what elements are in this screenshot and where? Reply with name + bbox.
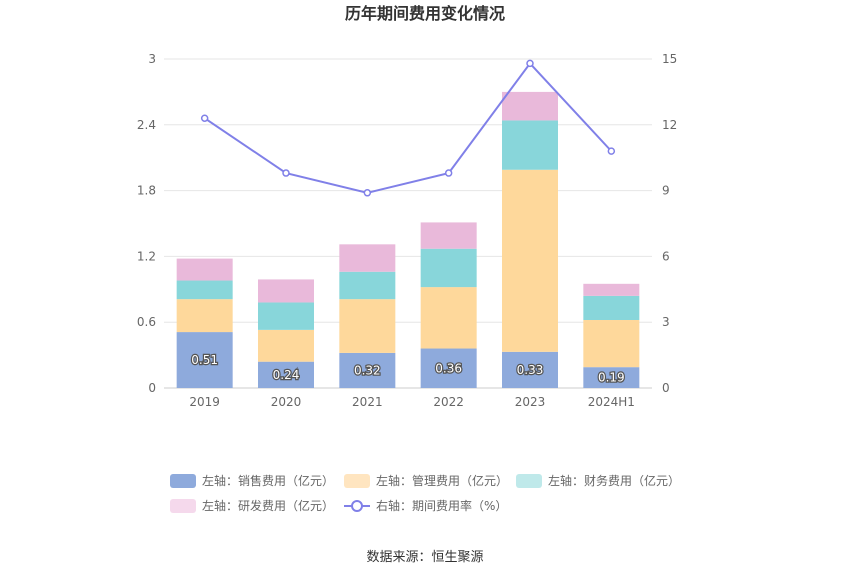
legend-item-sales[interactable]: 左轴：销售费用（亿元） (170, 472, 334, 489)
expense-rate-point[interactable] (444, 169, 453, 177)
right-tick-label: 9 (662, 184, 670, 198)
bar-rnd[interactable] (339, 244, 396, 272)
data-source: 数据来源：恒生聚源 (366, 550, 484, 565)
right-axis-ticks: 0 3 6 9 12 15 (662, 52, 677, 395)
legend-label-finance: 左轴：财务费用（亿元） (548, 474, 681, 488)
bar-sales[interactable] (502, 351, 558, 388)
left-tick-label: 2.4 (137, 118, 156, 132)
bar-admin[interactable] (502, 169, 558, 352)
legend-item-finance[interactable]: 左轴：财务费用（亿元） (516, 472, 680, 489)
x-tick-label: 2023 (515, 395, 546, 409)
bar-data-label: 0.32 (354, 363, 381, 377)
bar-finance[interactable] (583, 295, 640, 321)
chart-title: 历年期间费用变化情况 (345, 4, 505, 23)
bar-data-label: 0.36 (435, 361, 462, 375)
bar-labels: 0.51 0.24 0.32 0.36 0.33 0.19 (190, 352, 626, 386)
bar-data-label: 0.19 (598, 371, 625, 385)
right-tick-label: 6 (662, 249, 670, 263)
bar-rnd[interactable] (583, 283, 640, 296)
right-tick-label: 15 (662, 52, 677, 66)
legend-label-expense-rate: 右轴：期间费用率（%） (376, 499, 508, 513)
legend-item-expense-rate[interactable]: 右轴：期间费用率（%） (344, 497, 507, 514)
legend-swatch-expense-rate (344, 499, 370, 513)
bar-sales[interactable] (339, 352, 396, 388)
bar-sales[interactable] (176, 332, 233, 388)
bar-finance[interactable] (339, 271, 396, 300)
grid (164, 58, 652, 389)
line-series (200, 59, 616, 197)
x-tick-label: 2019 (189, 395, 220, 409)
bar-admin[interactable] (339, 299, 396, 353)
bar-finance[interactable] (258, 302, 314, 330)
left-axis-ticks: 0 0.6 1.2 1.8 2.4 3 (137, 52, 156, 395)
bar-admin[interactable] (176, 299, 233, 333)
legend-swatch-sales (170, 473, 196, 488)
right-tick-label: 12 (662, 118, 677, 132)
legend-swatch-rnd (170, 498, 196, 513)
right-tick-label: 0 (662, 381, 670, 395)
bar-finance[interactable] (502, 120, 558, 170)
left-tick-label: 3 (148, 52, 156, 66)
expense-rate-point[interactable] (282, 169, 290, 177)
bar-rnd[interactable] (176, 258, 233, 281)
expense-rate-point[interactable] (200, 114, 209, 122)
left-tick-label: 1.8 (137, 184, 156, 198)
bar-sales[interactable] (583, 367, 640, 388)
bar-data-label: 0.51 (191, 353, 218, 367)
x-axis-ticks: 2019 2020 2021 2022 2023 2024H1 (189, 395, 635, 409)
bar-sales[interactable] (258, 361, 314, 388)
left-tick-label: 0.6 (137, 315, 156, 329)
expense-rate-point[interactable] (607, 147, 616, 155)
left-tick-label: 0 (148, 381, 156, 395)
bar-admin[interactable] (420, 287, 477, 349)
legend-item-admin[interactable]: 左轴：管理费用（亿元） (344, 472, 508, 489)
bar-data-label: 0.24 (273, 368, 300, 382)
x-tick-label: 2020 (271, 395, 302, 409)
legend-label-admin: 左轴：管理费用（亿元） (376, 474, 509, 488)
legend-swatch-admin (344, 473, 370, 488)
x-tick-label: 2022 (433, 395, 464, 409)
legend-label-rnd: 左轴：研发费用（亿元） (202, 499, 335, 513)
bar-rnd[interactable] (258, 279, 314, 303)
bar-rnd[interactable] (502, 91, 558, 121)
expense-rate-point[interactable] (526, 59, 534, 68)
bar-admin[interactable] (583, 320, 640, 368)
bar-finance[interactable] (420, 248, 477, 288)
x-tick-label: 2024H1 (588, 395, 635, 409)
bar-sales[interactable] (420, 348, 477, 388)
bar-admin[interactable] (258, 329, 314, 362)
x-tick-label: 2021 (352, 395, 383, 409)
bars (176, 91, 640, 388)
expense-rate-line (204, 61, 613, 194)
legend-item-rnd[interactable]: 左轴：研发费用（亿元） (170, 497, 334, 514)
bar-finance[interactable] (176, 280, 233, 300)
expense-rate-point[interactable] (363, 189, 372, 197)
bar-rnd[interactable] (420, 222, 477, 249)
bar-data-label: 0.33 (517, 363, 544, 377)
left-tick-label: 1.2 (137, 249, 156, 263)
legend-swatch-finance (516, 473, 542, 488)
legend-label-sales: 左轴：销售费用（亿元） (202, 474, 335, 488)
right-tick-label: 3 (662, 315, 670, 329)
